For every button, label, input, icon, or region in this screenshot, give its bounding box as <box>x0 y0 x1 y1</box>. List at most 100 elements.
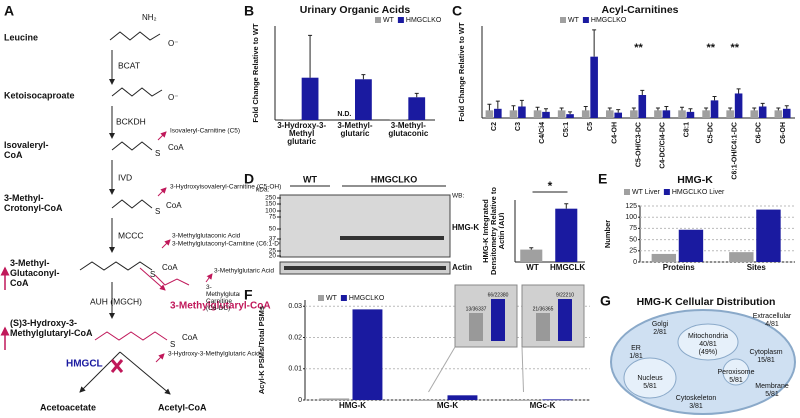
error-bar <box>616 109 621 113</box>
chart-title: HMG-K Cellular Distribution <box>637 296 776 308</box>
error-bar <box>776 107 781 111</box>
compartment-name: Mitochondria <box>688 333 728 340</box>
bar <box>283 119 300 121</box>
bar <box>485 110 494 118</box>
bar <box>750 110 759 118</box>
side-arrow <box>155 353 165 363</box>
legend-swatch <box>663 189 670 195</box>
error-bar <box>688 108 693 112</box>
compartment-count: 2/81 <box>653 329 667 336</box>
compound: 3-Methyl-Crotonyl-CoA <box>4 193 63 213</box>
bar <box>352 309 383 400</box>
bar <box>542 111 550 118</box>
bar <box>726 110 734 118</box>
side-product: Isovaleryl-Carnitine (C5) <box>170 128 240 135</box>
group-label: S <box>155 207 160 216</box>
panel-label: C <box>452 3 462 19</box>
inset-label: 9/22210 <box>556 292 574 298</box>
x-tick-label: C4-DC/Ci4-DC <box>659 122 666 169</box>
bar <box>389 119 407 121</box>
group-label: CoA <box>182 333 198 342</box>
bar <box>319 398 350 400</box>
legend-label: WT <box>568 17 580 24</box>
x-tick-label: C6-OH <box>780 122 787 144</box>
band-label: Actin <box>452 263 472 272</box>
inset-bar <box>491 299 505 341</box>
bar <box>542 399 573 401</box>
inset-label: 66/22380 <box>488 292 509 298</box>
compartment-name: Nucleus <box>637 375 663 382</box>
x-tick-label-text: 3-Hydroxy-3-Methyl glutaric <box>277 122 327 146</box>
structure <box>109 31 161 41</box>
bar <box>494 108 502 118</box>
y-axis-label: Acyl-K PSMs/Total PSMs <box>258 306 266 394</box>
x-tick-label: C5:1 <box>563 122 570 137</box>
error-bar <box>631 107 636 111</box>
group-label: NH₂ <box>142 13 157 22</box>
x-tick-label: Proteins <box>662 264 695 272</box>
side-product: 3-Methylglutaconic Acid <box>172 233 241 240</box>
y-tick-label: 25 <box>629 248 637 255</box>
x-tick-label: 3-Methyl-glutaric <box>337 122 373 138</box>
y-tick-label: 100 <box>625 214 637 221</box>
error-bar <box>414 92 419 98</box>
compartment-name: Membrane <box>755 383 789 390</box>
error-bar <box>519 99 524 107</box>
x-tick-label-text: 3-Methyl-glutaric <box>337 122 373 138</box>
compartment-name: Cytoplasm <box>749 349 782 356</box>
annotation: ** <box>634 42 643 54</box>
x-tick-label-text: Proteins <box>662 264 695 272</box>
y-label-group: Acyl-K PSMs/Total PSMs <box>258 306 266 394</box>
x-tick-label: MG-K <box>437 402 458 410</box>
legend-swatch <box>318 295 324 301</box>
bar <box>630 110 638 118</box>
legend-swatch <box>582 17 589 23</box>
group-label: O⁻ <box>168 39 178 48</box>
kda-marker: 50 <box>269 226 277 233</box>
compartment-count: 40/81 <box>699 341 717 348</box>
x-tick-label: Sites <box>747 264 766 272</box>
x-tick-label-text: 3-Methyl-glutaconic <box>388 122 429 138</box>
side-product: 3-Methylglutaric Acid <box>214 268 274 275</box>
block-cross <box>110 359 124 373</box>
compound: Acetoacetate <box>40 402 96 412</box>
y-axis-label-text: Fold Change Relative to WT <box>458 22 466 122</box>
compound-text: 3-Methyl-Crotonyl-CoA <box>4 193 63 213</box>
x-tick-label: C8:1 <box>683 122 690 137</box>
group-label: S <box>170 340 175 349</box>
x-tick-label-text: WT <box>526 264 539 272</box>
error-bar <box>487 103 492 111</box>
x-tick-label: C6:1-OH/C4:1-DC <box>732 122 739 180</box>
enzyme: HMGCL <box>66 359 103 370</box>
error-bar <box>664 106 669 111</box>
side-arrow <box>205 273 213 283</box>
x-tick-label: 3-Hydroxy-3-Methyl glutaric <box>277 122 327 146</box>
compound: Acetyl-CoA <box>158 402 207 412</box>
y-label-group: Number <box>604 220 612 248</box>
band <box>340 236 444 240</box>
x-tick-label: C3 <box>515 122 522 131</box>
error-bar <box>704 107 709 111</box>
bar <box>518 106 526 118</box>
annotation: ** <box>731 42 740 54</box>
compartment-percent: (49%) <box>699 349 718 356</box>
bar <box>590 56 598 118</box>
band-label: HMG-K <box>452 223 479 232</box>
error-bar <box>511 105 516 111</box>
group-label: CoA <box>166 201 182 210</box>
cell-distribution <box>610 309 796 415</box>
y-tick-label: 75 <box>629 225 637 232</box>
legend-label: HMGCLKO <box>591 17 627 24</box>
panel-label: A <box>4 3 14 19</box>
compound: Isovaleryl-CoA <box>4 140 49 160</box>
bar <box>509 400 540 401</box>
x-tick-label: WT <box>526 264 539 272</box>
error-bar <box>543 108 548 112</box>
bar <box>654 110 662 118</box>
error-bar <box>736 88 741 94</box>
compound: Leucine <box>4 32 38 42</box>
structure <box>111 199 153 209</box>
error-bar <box>568 111 573 115</box>
blot-membrane <box>279 194 451 258</box>
compound-text: 3-Methyl-Glutaconyl-CoA <box>10 258 60 288</box>
